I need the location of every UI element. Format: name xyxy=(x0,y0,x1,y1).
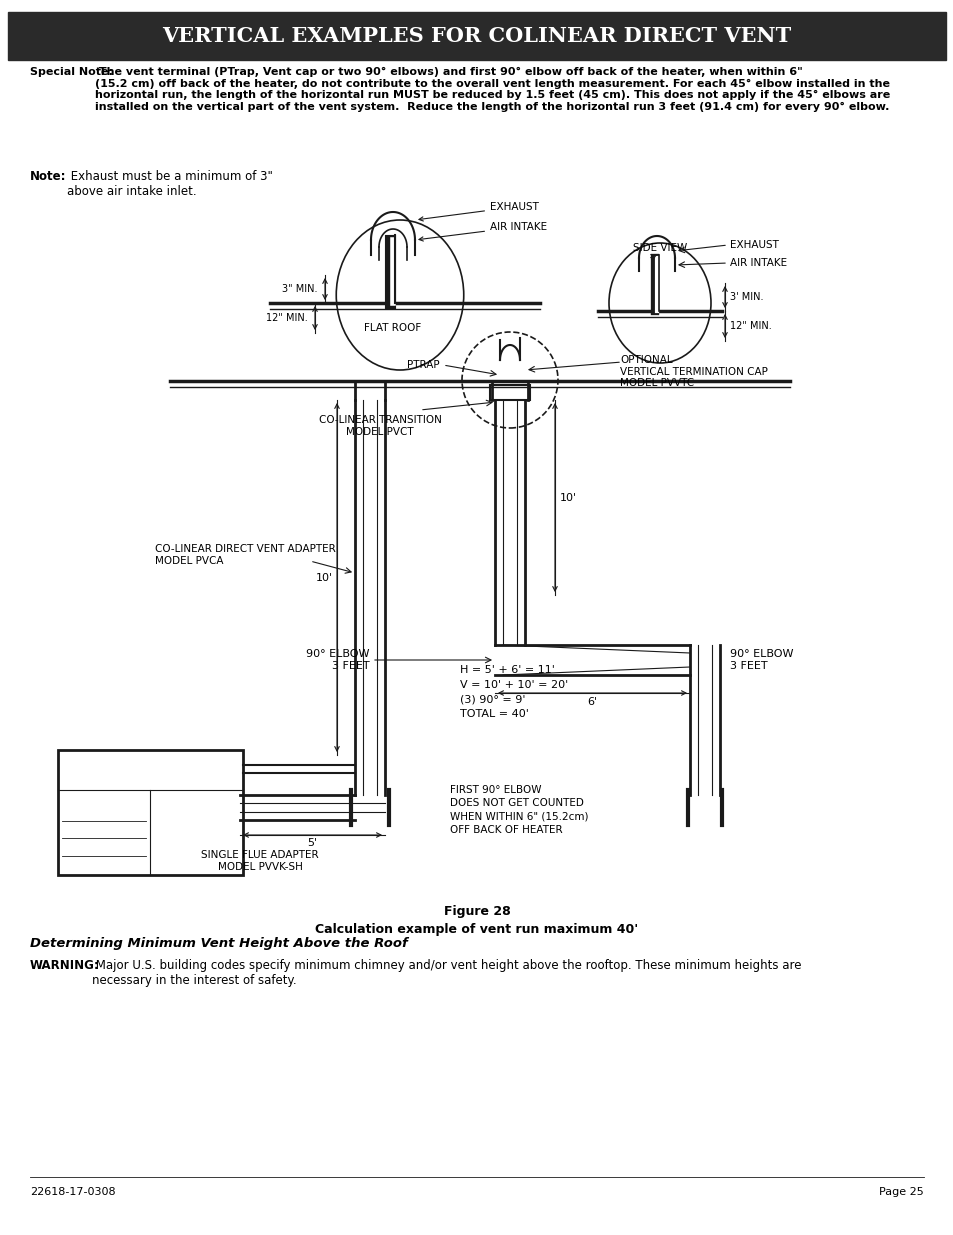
Text: Page 25: Page 25 xyxy=(879,1187,923,1197)
Text: 10': 10' xyxy=(559,493,577,503)
Text: 6': 6' xyxy=(586,697,597,706)
Text: H = 5' + 6' = 11'
V = 10' + 10' = 20'
(3) 90° = 9'
TOTAL = 40': H = 5' + 6' = 11' V = 10' + 10' = 20' (3… xyxy=(459,664,568,720)
Text: 90° ELBOW
3 FEET: 90° ELBOW 3 FEET xyxy=(306,650,370,671)
Text: VERTICAL EXAMPLES FOR COLINEAR DIRECT VENT: VERTICAL EXAMPLES FOR COLINEAR DIRECT VE… xyxy=(162,26,791,46)
Text: Special Note:: Special Note: xyxy=(30,67,112,77)
Text: Major U.S. building codes specify minimum chimney and/or vent height above the r: Major U.S. building codes specify minimu… xyxy=(91,960,801,987)
Text: 90° ELBOW
3 FEET: 90° ELBOW 3 FEET xyxy=(729,650,793,671)
Text: 22618-17-0308: 22618-17-0308 xyxy=(30,1187,115,1197)
Text: WARNING:: WARNING: xyxy=(30,960,100,972)
Text: The vent terminal (PTrap, Vent cap or two 90° elbows) and first 90° elbow off ba: The vent terminal (PTrap, Vent cap or tw… xyxy=(95,67,889,112)
Text: EXHAUST: EXHAUST xyxy=(418,203,538,221)
Text: 12" MIN.: 12" MIN. xyxy=(266,312,308,324)
Text: SINGLE FLUE ADAPTER
MODEL PVVK-SH: SINGLE FLUE ADAPTER MODEL PVVK-SH xyxy=(201,850,318,872)
Text: 5': 5' xyxy=(307,839,316,848)
Text: PTRAP: PTRAP xyxy=(407,359,439,370)
Text: 12" MIN.: 12" MIN. xyxy=(729,321,771,331)
Text: Calculation example of vent run maximum 40': Calculation example of vent run maximum … xyxy=(315,923,638,936)
Text: Figure 28: Figure 28 xyxy=(443,905,510,918)
Text: Note:: Note: xyxy=(30,170,67,183)
Text: CO-LINEAR DIRECT VENT ADAPTER
MODEL PVCA: CO-LINEAR DIRECT VENT ADAPTER MODEL PVCA xyxy=(154,545,335,566)
Text: AIR INTAKE: AIR INTAKE xyxy=(729,258,786,268)
Text: EXHAUST: EXHAUST xyxy=(729,240,778,249)
Text: 3" MIN.: 3" MIN. xyxy=(282,284,317,294)
Text: OPTIONAL
VERTICAL TERMINATION CAP
MODEL PVVTC: OPTIONAL VERTICAL TERMINATION CAP MODEL … xyxy=(619,354,767,388)
Bar xyxy=(8,12,945,61)
Text: Determining Minimum Vent Height Above the Roof: Determining Minimum Vent Height Above th… xyxy=(30,937,407,950)
Bar xyxy=(58,750,243,876)
Text: AIR INTAKE: AIR INTAKE xyxy=(418,222,547,241)
Text: Exhaust must be a minimum of 3"
above air intake inlet.: Exhaust must be a minimum of 3" above ai… xyxy=(67,170,273,198)
Text: FIRST 90° ELBOW
DOES NOT GET COUNTED
WHEN WITHIN 6" (15.2cm)
OFF BACK OF HEATER: FIRST 90° ELBOW DOES NOT GET COUNTED WHE… xyxy=(450,785,588,835)
Text: CO-LINEAR TRANSITION
MODEL PVCT: CO-LINEAR TRANSITION MODEL PVCT xyxy=(318,415,441,437)
Bar xyxy=(490,385,530,400)
Text: 3' MIN.: 3' MIN. xyxy=(729,291,762,303)
Text: SIDE VIEW: SIDE VIEW xyxy=(632,243,686,253)
Text: 10': 10' xyxy=(315,573,333,583)
Text: FLAT ROOF: FLAT ROOF xyxy=(364,324,421,333)
